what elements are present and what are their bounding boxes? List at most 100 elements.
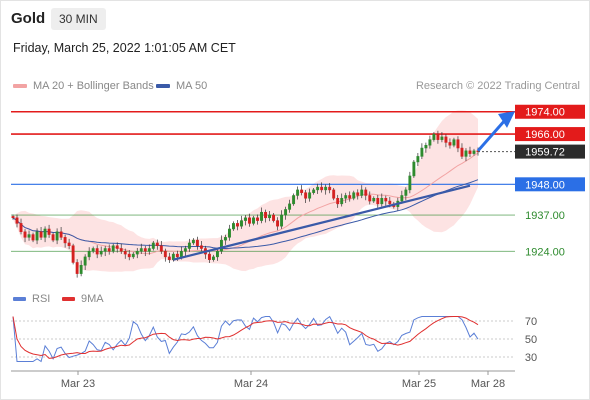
candle [207, 250, 211, 264]
candle [440, 132, 444, 143]
instrument-title: Gold [11, 10, 46, 27]
candle [31, 232, 35, 243]
legend-9ma: 9MA [62, 293, 104, 305]
candle-body [340, 198, 344, 205]
candle [264, 209, 267, 223]
candle [215, 247, 219, 261]
candle-body [432, 133, 436, 140]
rsi-level-label-50: 50 [525, 334, 537, 346]
candle [55, 228, 59, 245]
candle-body [155, 242, 159, 246]
candle [256, 214, 259, 225]
candle-body [236, 223, 239, 227]
last-price-tag [515, 144, 585, 159]
candle-body [103, 248, 107, 252]
candle-body [268, 214, 271, 219]
candle-body [151, 242, 155, 249]
candle-body [428, 139, 432, 146]
x-tick-label: Mar 24 [234, 378, 268, 390]
candle-body [472, 150, 476, 154]
level-tag-1966.00 [515, 127, 585, 142]
candle-body [228, 228, 231, 238]
candle [404, 187, 408, 201]
9ma-swatch [62, 297, 75, 302]
candle-body [260, 211, 263, 221]
candle [47, 224, 51, 238]
candle [432, 132, 436, 142]
candle [195, 236, 199, 250]
legend-ma50-label: MA 50 [176, 80, 208, 92]
candle-body [252, 217, 255, 224]
candle [328, 183, 332, 194]
candle [412, 160, 416, 178]
candle [147, 244, 151, 255]
candle [43, 226, 47, 243]
candle-body [43, 228, 47, 238]
trend-line [173, 184, 471, 261]
rsi-swatch [13, 297, 26, 302]
candle [340, 193, 344, 207]
candle-body [360, 189, 364, 196]
interval-badge[interactable]: 30 MIN [51, 8, 106, 30]
x-tick-label: Mar 23 [61, 378, 95, 390]
candle-body [444, 136, 448, 143]
candle-body [131, 253, 135, 258]
candle-body [368, 195, 372, 202]
candle [71, 243, 75, 265]
candle-body [115, 245, 119, 249]
level-label-1937.00: 1937.00 [525, 210, 565, 222]
candle [79, 260, 83, 277]
candle-body [11, 216, 15, 219]
rsi-line [12, 315, 479, 363]
candle-body [244, 217, 247, 221]
candle-body [316, 186, 320, 191]
candle [400, 190, 404, 204]
level-label-1924.00: 1924.00 [525, 246, 565, 258]
level-tag-1974.00 [515, 104, 585, 119]
candle-body [320, 186, 324, 191]
candle-body [464, 150, 468, 157]
candle [59, 227, 63, 240]
candle-body [143, 248, 147, 252]
candle-body [456, 139, 460, 149]
candle-body [376, 198, 380, 205]
last-price-label: 1959.72 [525, 147, 565, 159]
candle [436, 130, 440, 144]
candle-body [332, 189, 336, 199]
candle [268, 210, 271, 222]
candle [320, 182, 324, 193]
x-tick-label: Mar 28 [471, 378, 505, 390]
candle-body [147, 248, 151, 252]
candle-body [207, 253, 211, 260]
candle [139, 243, 143, 254]
candle [428, 135, 432, 149]
candle [39, 227, 43, 240]
candle [111, 243, 115, 254]
candle-body [27, 234, 31, 238]
candle-body [159, 245, 163, 252]
bollinger-band [13, 110, 478, 272]
candle [252, 215, 255, 226]
candle [51, 232, 55, 243]
candle-body [240, 220, 243, 227]
legend-ma50: MA 50 [156, 80, 207, 92]
candle-body [388, 200, 392, 205]
candle-body [348, 195, 352, 199]
candle-body [272, 214, 276, 221]
candle [228, 224, 231, 241]
legend-rsi: RSI [13, 293, 50, 305]
candle-body [175, 253, 179, 258]
candle [276, 217, 280, 231]
candle-body [276, 220, 280, 227]
candle-body [47, 228, 51, 235]
candle-body [400, 195, 404, 202]
candle [115, 242, 119, 253]
candle-body [288, 203, 292, 210]
candle-body [15, 217, 19, 224]
candle-body [312, 189, 316, 193]
candle [127, 250, 131, 261]
candle [248, 213, 251, 227]
projection-arrow [476, 119, 507, 152]
candle-body [135, 251, 139, 255]
